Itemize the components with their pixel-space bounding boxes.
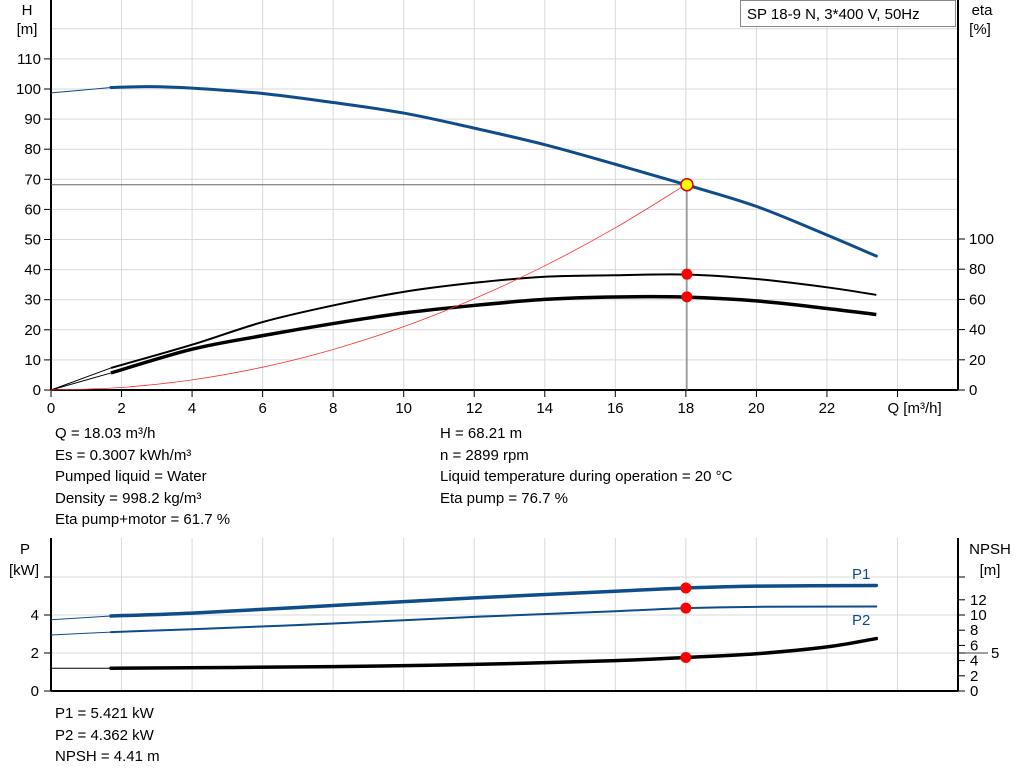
p2-series-label: P2	[852, 612, 870, 629]
info-temp: Liquid temperature during operation = 20…	[440, 468, 733, 485]
p2-duty-point	[680, 602, 692, 614]
duty-point-eta-pump	[681, 268, 693, 280]
y-axis-unit-right: [m]	[980, 562, 1001, 579]
x-tick-label: 16	[607, 400, 624, 417]
p1-duty-point	[680, 582, 692, 594]
y-tick-label-right: 60	[969, 291, 986, 308]
y-tick-label-left: 40	[24, 262, 41, 279]
x-axis-label: Q [m³/h]	[887, 400, 941, 417]
info-p2: P2 = 4.362 kW	[55, 726, 154, 744]
info-bottom: P1 = 5.421 kW P2 = 4.362 kW NPSH = 4.41 …	[55, 703, 160, 768]
eta-pump-motor-curve	[110, 294, 877, 375]
p2-curve	[109, 605, 878, 634]
y-tick-label-left: 70	[24, 171, 41, 188]
x-tick-label: 14	[536, 400, 553, 417]
y-tick-label-right: 0	[970, 683, 978, 700]
y-tick-label-right: 20	[969, 352, 986, 369]
y-axis-label-left: H	[22, 2, 33, 19]
y-axis-label-right: eta	[972, 2, 994, 19]
y-axis-unit-left: [kW]	[9, 562, 39, 579]
info-n: n = 2899 rpm	[440, 446, 529, 464]
y-tick-label-right: 2	[970, 668, 978, 685]
info-p1: P1 = 5.421 kW	[55, 705, 154, 722]
duty-point-eta-pump-motor	[681, 291, 693, 303]
x-tick-label: 0	[47, 400, 55, 417]
eta-pump-curve	[110, 273, 877, 369]
y-tick-label-right: 40	[969, 322, 986, 339]
y-tick-label-right: 12	[970, 592, 987, 609]
y-tick-label-right: 10	[970, 607, 987, 624]
system-curve	[50, 184, 687, 391]
eta-pump-motor-extension	[50, 372, 112, 391]
y-tick-label-right: 6	[970, 637, 978, 654]
p1-curve-extension	[50, 615, 111, 621]
y-tick-label-right: 8	[970, 622, 978, 639]
info-q: Q = 18.03 m³/h	[55, 425, 156, 442]
y-tick-label-left: 0	[31, 683, 39, 700]
info-h: H = 68.21 m	[440, 425, 523, 442]
info-eta-pump: Eta pump = 76.7 %	[440, 489, 568, 507]
y-tick-label-left: 80	[24, 141, 41, 158]
x-tick-label: 12	[466, 400, 483, 417]
y-tick-label-right: 5	[991, 645, 999, 662]
y-axis-unit-right: [%]	[969, 21, 991, 38]
eta-pump-extension	[50, 367, 112, 391]
y-tick-label-right: 100	[969, 231, 994, 248]
info-es: Es = 0.3007 kWh/m³	[55, 446, 192, 464]
head-curve-extension	[50, 86, 112, 94]
y-tick-label-left: 110	[17, 51, 41, 68]
x-tick-label: 10	[395, 400, 412, 417]
y-axis-unit-left: [m]	[17, 21, 38, 38]
info-liquid: Pumped liquid = Water	[55, 468, 207, 485]
y-tick-label-left: 90	[24, 111, 41, 128]
chart-title-legend: SP 18-9 N, 3*400 V, 50Hz	[740, 0, 956, 27]
y-axis-label-right: NPSH	[969, 541, 1011, 558]
y-axis-label-left: P	[20, 541, 30, 558]
y-tick-label-left: 2	[31, 645, 39, 662]
x-tick-label: 22	[819, 400, 836, 417]
info-right: H = 68.21 m n = 2899 rpm Liquid temperat…	[440, 423, 732, 509]
x-tick-label: 18	[678, 400, 695, 417]
x-tick-label: 6	[258, 400, 266, 417]
y-tick-label-left: 60	[24, 201, 41, 218]
head-curve	[109, 85, 878, 258]
y-tick-label-left: 30	[24, 292, 41, 309]
x-tick-label: 20	[748, 400, 765, 417]
y-tick-label-left: 10	[24, 352, 41, 369]
duty-point-head	[680, 177, 694, 192]
y-tick-label-left: 0	[33, 382, 41, 399]
info-density: Density = 998.2 kg/m³	[55, 489, 202, 507]
info-eta-pump-motor: Eta pump+motor = 61.7 %	[55, 511, 231, 528]
y-tick-label-left: 4	[31, 607, 39, 624]
npsh-duty-point	[680, 651, 692, 663]
x-tick-label: 8	[329, 400, 337, 417]
p2-curve-extension	[50, 631, 111, 636]
p1-series-label: P1	[852, 566, 870, 583]
y-tick-label-right: 0	[969, 382, 977, 399]
info-npsh: NPSH = 4.41 m	[55, 748, 160, 765]
x-tick-label: 2	[117, 400, 125, 417]
p1-curve	[109, 583, 879, 618]
y-tick-label-right: 4	[970, 653, 978, 670]
y-tick-label-left: 100	[16, 81, 41, 98]
info-left: Q = 18.03 m³/h Es = 0.3007 kWh/m³ Pumped…	[55, 423, 230, 531]
y-tick-label-left: 20	[24, 322, 41, 339]
y-tick-label-left: 50	[24, 232, 41, 249]
y-tick-label-right: 80	[969, 261, 986, 278]
npsh-curve	[109, 636, 879, 670]
x-tick-label: 4	[188, 400, 196, 417]
